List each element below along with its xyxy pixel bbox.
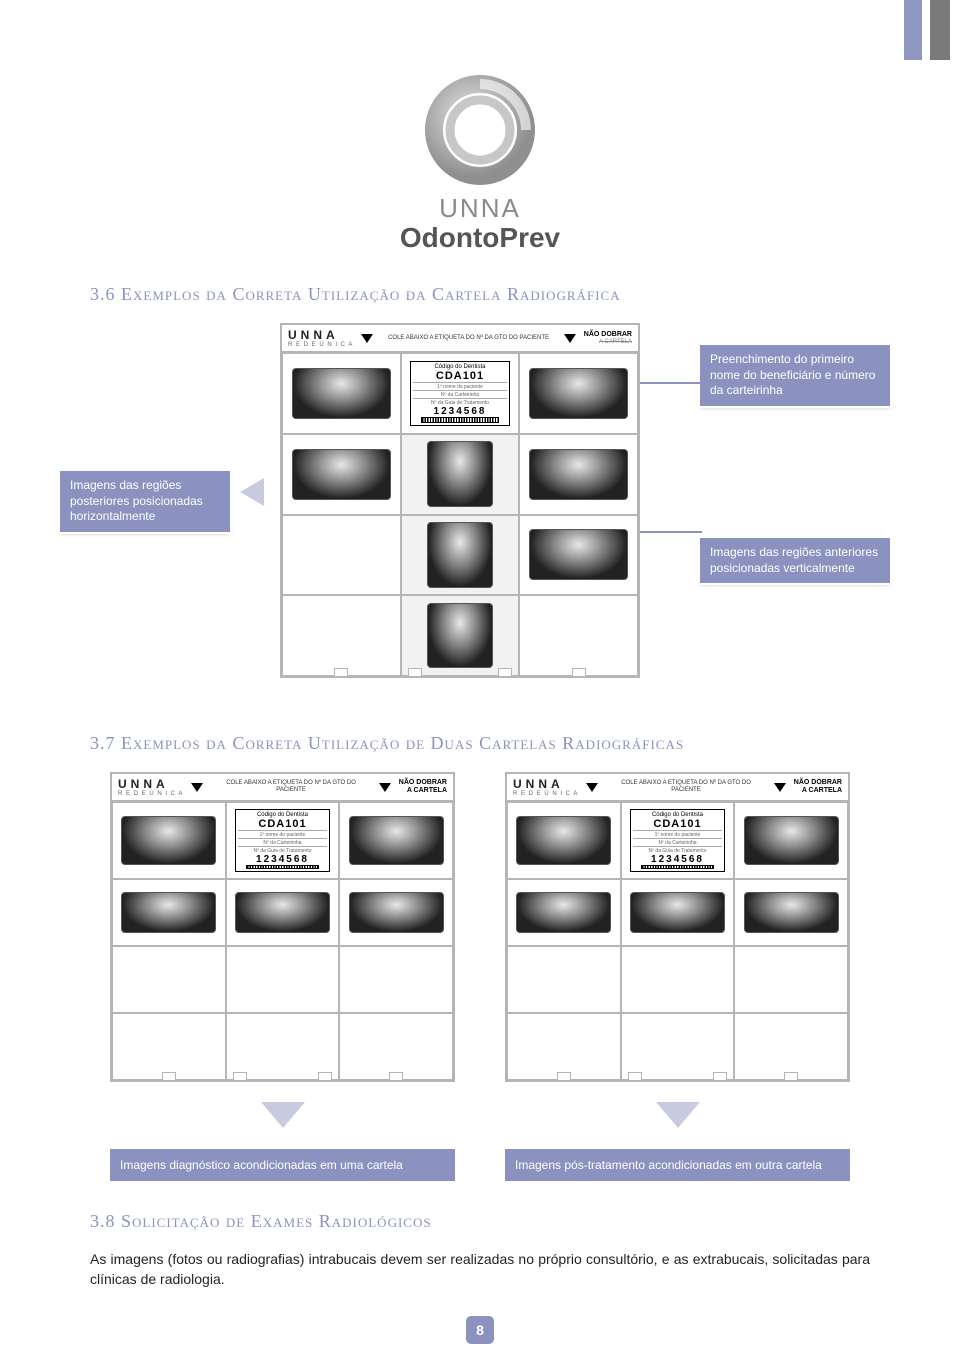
cartela-main: UNNA R E D E Ú N I C A COLE ABAIXO A ETI… <box>280 323 640 678</box>
xray-cell <box>282 353 401 434</box>
logo-text-line2: OdontoPrev <box>90 222 870 254</box>
banner-diagnostico: Imagens diagnóstico acondicionadas em um… <box>110 1149 455 1181</box>
xray-cell <box>401 434 520 515</box>
empty-cell <box>621 946 735 1013</box>
callout-preenchimento: Preenchimento do primeiro nome do benefi… <box>700 345 890 406</box>
dropdown-icon <box>586 783 598 792</box>
body-text-3-8: As imagens (fotos ou radiografias) intra… <box>90 1250 870 1289</box>
info-cell: Código do Dentista CDA101 1º nome do pac… <box>226 802 340 879</box>
xray-cell <box>621 879 735 946</box>
xray-image <box>427 441 493 506</box>
empty-cell <box>339 946 453 1013</box>
empty-cell <box>282 515 401 596</box>
empty-cell <box>112 1013 226 1080</box>
dropdown-icon <box>191 783 203 792</box>
xray-cell <box>339 802 453 879</box>
xray-cell <box>507 802 621 879</box>
xray-cell <box>519 353 638 434</box>
xray-cell <box>734 879 848 946</box>
cartela-right-label: NÃO DOBRAR A CARTELA <box>584 331 632 345</box>
page-content: UNNA OdontoPrev 3.6 Exemplos da Correta … <box>90 75 870 1289</box>
dropdown-icon <box>379 783 391 792</box>
empty-cell <box>226 946 340 1013</box>
xray-image <box>529 529 629 580</box>
xray-cell <box>401 515 520 596</box>
callout-posteriores: Imagens das regiões posteriores posicion… <box>60 471 230 532</box>
banner-pos-tratamento: Imagens pós-tratamento acondicionadas em… <box>505 1149 850 1181</box>
dropdown-icon <box>361 334 373 343</box>
arrow-row <box>90 1102 870 1133</box>
cartela-mid-label: COLE ABAIXO A ETIQUETA DO Nº DA GTO DO P… <box>381 335 555 342</box>
diagram-3-6: Preenchimento do primeiro nome do benefi… <box>90 323 870 703</box>
info-box: Código do Dentista CDA101 1º nome do pac… <box>410 361 510 426</box>
callout-anteriores: Imagens das regiões anteriores posiciona… <box>700 538 890 583</box>
logo-text-line1: UNNA <box>90 193 870 224</box>
xray-cell <box>226 879 340 946</box>
dropdown-icon <box>774 783 786 792</box>
xray-cell <box>401 595 520 676</box>
logo: UNNA OdontoPrev <box>90 75 870 254</box>
cartela-header: UNNAR E D E Ú N I C A COLE ABAIXO A ETIQ… <box>112 774 453 802</box>
xray-cell <box>112 802 226 879</box>
pointer-left-icon <box>240 478 264 506</box>
empty-cell <box>226 1013 340 1080</box>
xray-image <box>427 522 493 587</box>
cartela-right: UNNAR E D E Ú N I C A COLE ABAIXO A ETIQ… <box>505 772 850 1082</box>
empty-cell <box>734 1013 848 1080</box>
cartela-header: UNNAR E D E Ú N I C A COLE ABAIXO A ETIQ… <box>507 774 848 802</box>
logo-ring-icon <box>425 75 535 185</box>
arrow-down-icon <box>110 1102 455 1133</box>
cartela-left: UNNAR E D E Ú N I C A COLE ABAIXO A ETIQ… <box>110 772 455 1082</box>
page-accent-lilac <box>904 0 922 60</box>
info-cell: Código do Dentista CDA101 1º nome do pac… <box>401 353 520 434</box>
xray-cell <box>112 879 226 946</box>
xray-image <box>292 368 392 419</box>
xray-cell <box>282 434 401 515</box>
heading-3-8: 3.8 Solicitação de Exames Radiológicos <box>90 1211 870 1232</box>
banner-row: Imagens diagnóstico acondicionadas em um… <box>90 1149 870 1181</box>
cartela-grid: Código do Dentista CDA101 1º nome do pac… <box>282 353 638 676</box>
xray-image <box>529 368 629 419</box>
page-number-badge: 8 <box>466 1316 494 1344</box>
cartela-header: UNNA R E D E Ú N I C A COLE ABAIXO A ETI… <box>282 325 638 353</box>
cartela-brand: UNNA R E D E Ú N I C A <box>288 328 353 348</box>
page-accent-gray <box>930 0 950 60</box>
info-cell: Código do Dentista CDA101 1º nome do pac… <box>621 802 735 879</box>
empty-cell <box>507 946 621 1013</box>
empty-cell <box>734 946 848 1013</box>
xray-image <box>427 603 493 668</box>
arrow-down-icon <box>505 1102 850 1133</box>
empty-cell <box>621 1013 735 1080</box>
heading-3-6: 3.6 Exemplos da Correta Utilização da Ca… <box>90 284 870 305</box>
empty-cell <box>282 595 401 676</box>
empty-cell <box>519 595 638 676</box>
xray-cell <box>339 879 453 946</box>
two-cartelas-row: UNNAR E D E Ú N I C A COLE ABAIXO A ETIQ… <box>90 772 870 1082</box>
xray-cell <box>519 434 638 515</box>
xray-cell <box>519 515 638 596</box>
dropdown-icon <box>564 334 576 343</box>
xray-image <box>529 449 629 500</box>
xray-cell <box>734 802 848 879</box>
empty-cell <box>507 1013 621 1080</box>
empty-cell <box>112 946 226 1013</box>
empty-cell <box>339 1013 453 1080</box>
barcode-icon <box>421 417 499 423</box>
xray-cell <box>507 879 621 946</box>
xray-image <box>292 449 392 500</box>
heading-3-7: 3.7 Exemplos da Correta Utilização de Du… <box>90 733 870 754</box>
